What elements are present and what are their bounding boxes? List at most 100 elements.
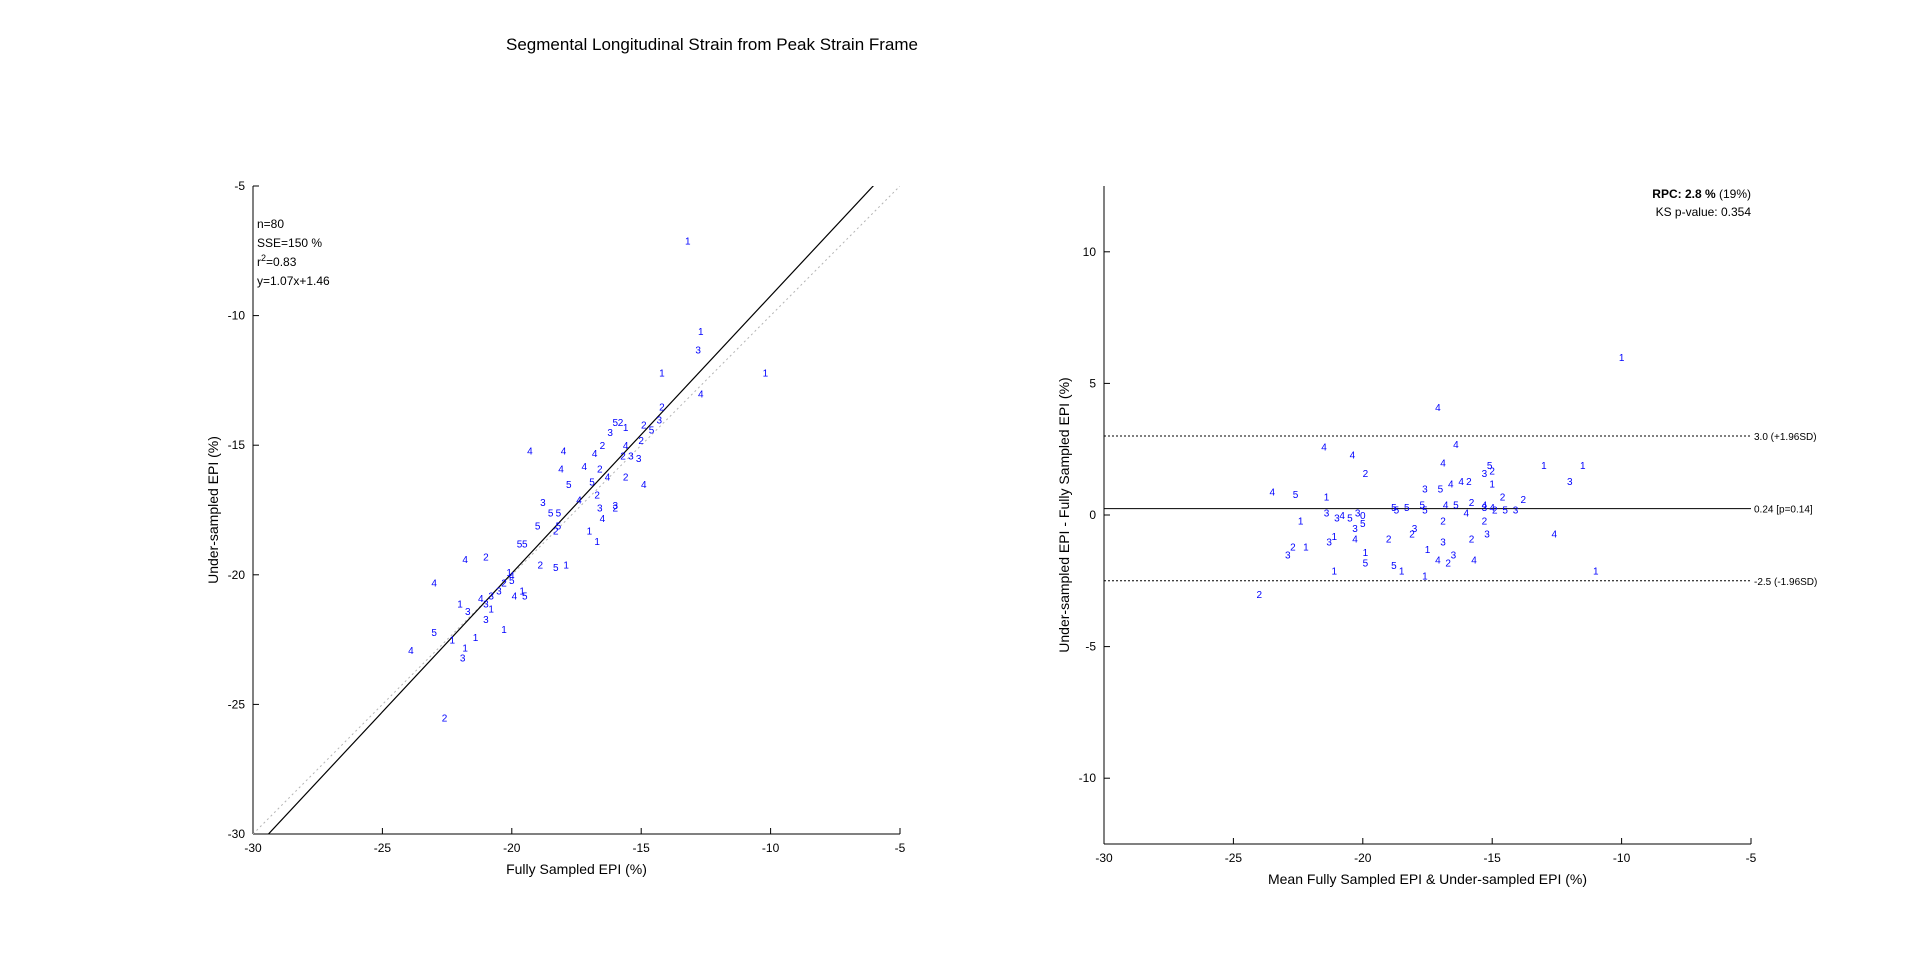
y-axis-label: Under-sampled EPI (%) bbox=[205, 436, 221, 584]
data-point-label: 3 bbox=[1422, 485, 1428, 496]
data-point-label: 2 bbox=[1469, 498, 1475, 509]
x-tick-label: -30 bbox=[1095, 851, 1113, 865]
identity-line bbox=[253, 186, 900, 834]
data-point-label: 1 bbox=[1541, 461, 1547, 472]
data-point-label: 4 bbox=[1448, 479, 1454, 490]
data-point-label: 4 bbox=[1453, 440, 1459, 451]
data-point-label: 3 bbox=[460, 654, 466, 665]
data-point-label: 5 bbox=[1391, 503, 1397, 514]
data-point-label: 1 bbox=[1298, 516, 1304, 527]
data-point-label: 1 bbox=[488, 604, 494, 615]
data-point-label: 2 bbox=[659, 402, 665, 413]
data-point-label: 4 bbox=[641, 480, 647, 491]
data-point-label: 3 bbox=[1352, 524, 1358, 535]
data-point-label: 5 bbox=[1422, 506, 1428, 517]
y-tick-label: -5 bbox=[1085, 640, 1096, 654]
data-point-label: 5 bbox=[1502, 506, 1508, 517]
data-point-label: 1 bbox=[1332, 566, 1338, 577]
data-point-label: 5 bbox=[649, 426, 655, 437]
data-point-label: 1 bbox=[462, 643, 468, 654]
data-point-label: 3 bbox=[1440, 537, 1446, 548]
x-axis-label: Mean Fully Sampled EPI & Under-sampled E… bbox=[1268, 871, 1587, 887]
data-point-label: 1 bbox=[473, 633, 479, 644]
x-axis-label: Fully Sampled EPI (%) bbox=[506, 861, 647, 877]
data-point-label: 3 bbox=[488, 592, 494, 603]
data-point-label: 3 bbox=[483, 615, 489, 626]
stat-rpc: RPC: 2.8 % (19%) bbox=[1652, 187, 1751, 201]
data-point-label: 5 bbox=[509, 576, 515, 587]
data-point-label: 4 bbox=[1443, 500, 1449, 511]
stat-sse: SSE=150 % bbox=[257, 236, 322, 250]
data-point-label: 2 bbox=[594, 490, 600, 501]
data-point-label: 2 bbox=[1256, 590, 1262, 601]
data-point-label: 1 bbox=[1425, 545, 1431, 556]
x-tick-label: -25 bbox=[374, 841, 392, 855]
data-point-label: 5 bbox=[556, 522, 562, 533]
x-tick-label: -20 bbox=[503, 841, 521, 855]
data-point-label: 5 bbox=[613, 418, 619, 429]
y-tick-label: 10 bbox=[1083, 245, 1097, 259]
y-tick-label: -30 bbox=[228, 827, 246, 841]
data-point-label: 5 bbox=[566, 480, 572, 491]
data-point-label: 2 bbox=[501, 579, 507, 590]
data-point-label: 4 bbox=[408, 646, 414, 657]
data-point-label: 5 bbox=[1347, 514, 1353, 525]
y-tick-label: -15 bbox=[228, 438, 246, 452]
data-point-label: 2 bbox=[613, 503, 619, 514]
data-point-label: 2 bbox=[600, 441, 606, 452]
data-point-label: 2 bbox=[1445, 558, 1451, 569]
data-point-label: 2 bbox=[537, 560, 543, 571]
data-point-label: 3 bbox=[1482, 469, 1488, 480]
data-point-label: 2 bbox=[483, 553, 489, 564]
y-tick-label: 5 bbox=[1089, 376, 1096, 390]
data-point-label: 5 bbox=[522, 592, 528, 603]
stat-r2-symbol: r bbox=[257, 255, 261, 269]
data-point-label: 5 bbox=[517, 540, 523, 551]
data-point-label: 1 bbox=[506, 568, 512, 579]
x-tick-label: -5 bbox=[895, 841, 906, 855]
data-point-label: 4 bbox=[1471, 556, 1477, 567]
data-point-label: 5 bbox=[1438, 485, 1444, 496]
data-point-label: 1 bbox=[457, 599, 463, 610]
data-point-label: 2 bbox=[597, 465, 603, 476]
data-point-label: 2 bbox=[1500, 493, 1506, 504]
data-point-label: 2 bbox=[553, 527, 559, 538]
x-tick-label: -10 bbox=[762, 841, 780, 855]
y-tick-label: -25 bbox=[228, 697, 246, 711]
data-point-label: 5 bbox=[548, 509, 554, 520]
data-point-label: 4 bbox=[431, 579, 437, 590]
data-point-label: 5 bbox=[1487, 461, 1493, 472]
data-point-label: 3 bbox=[1412, 524, 1418, 535]
data-point-label: 1 bbox=[685, 236, 691, 247]
data-point-label: 1 bbox=[594, 537, 600, 548]
y-axis-label: Under-sampled EPI - Fully Sampled EPI (%… bbox=[1056, 377, 1072, 652]
data-point-label: 5 bbox=[522, 540, 528, 551]
data-point-label: 2 bbox=[1290, 543, 1296, 554]
data-point-label: 5 bbox=[1394, 506, 1400, 517]
data-point-label: 4 bbox=[600, 514, 606, 525]
data-point-label: 3 bbox=[1285, 550, 1291, 561]
data-point-label: 5 bbox=[589, 477, 595, 488]
data-point-label: 4 bbox=[623, 441, 629, 452]
stat-fit-equation: y=1.07x+1.46 bbox=[257, 274, 330, 288]
data-point-label: 4 bbox=[1435, 403, 1441, 414]
data-point-label: 2 bbox=[1482, 516, 1488, 527]
stat-ks-pvalue: KS p-value: 0.354 bbox=[1656, 205, 1752, 219]
data-point-label: 2 bbox=[1489, 466, 1495, 477]
data-point-label: 4 bbox=[1339, 511, 1345, 522]
data-point-label: 4 bbox=[527, 446, 533, 457]
data-point-label: 1 bbox=[623, 423, 629, 434]
data-point-label: 3 bbox=[607, 428, 613, 439]
x-tick-label: -15 bbox=[633, 841, 651, 855]
data-point-label: 4 bbox=[1464, 508, 1470, 519]
data-point-label: 2 bbox=[638, 436, 644, 447]
stat-n: n=80 bbox=[257, 217, 284, 231]
data-point-label: 3 bbox=[1451, 550, 1457, 561]
data-point-label: 3 bbox=[1324, 508, 1330, 519]
data-point-label: 4 bbox=[1352, 535, 1358, 546]
data-point-label: 4 bbox=[558, 465, 564, 476]
data-point-label: 5 bbox=[431, 628, 437, 639]
data-point-label: 1 bbox=[1593, 566, 1599, 577]
data-point-label: 5 bbox=[556, 509, 562, 520]
stat-rpc-value: RPC: 2.8 % bbox=[1652, 187, 1716, 201]
